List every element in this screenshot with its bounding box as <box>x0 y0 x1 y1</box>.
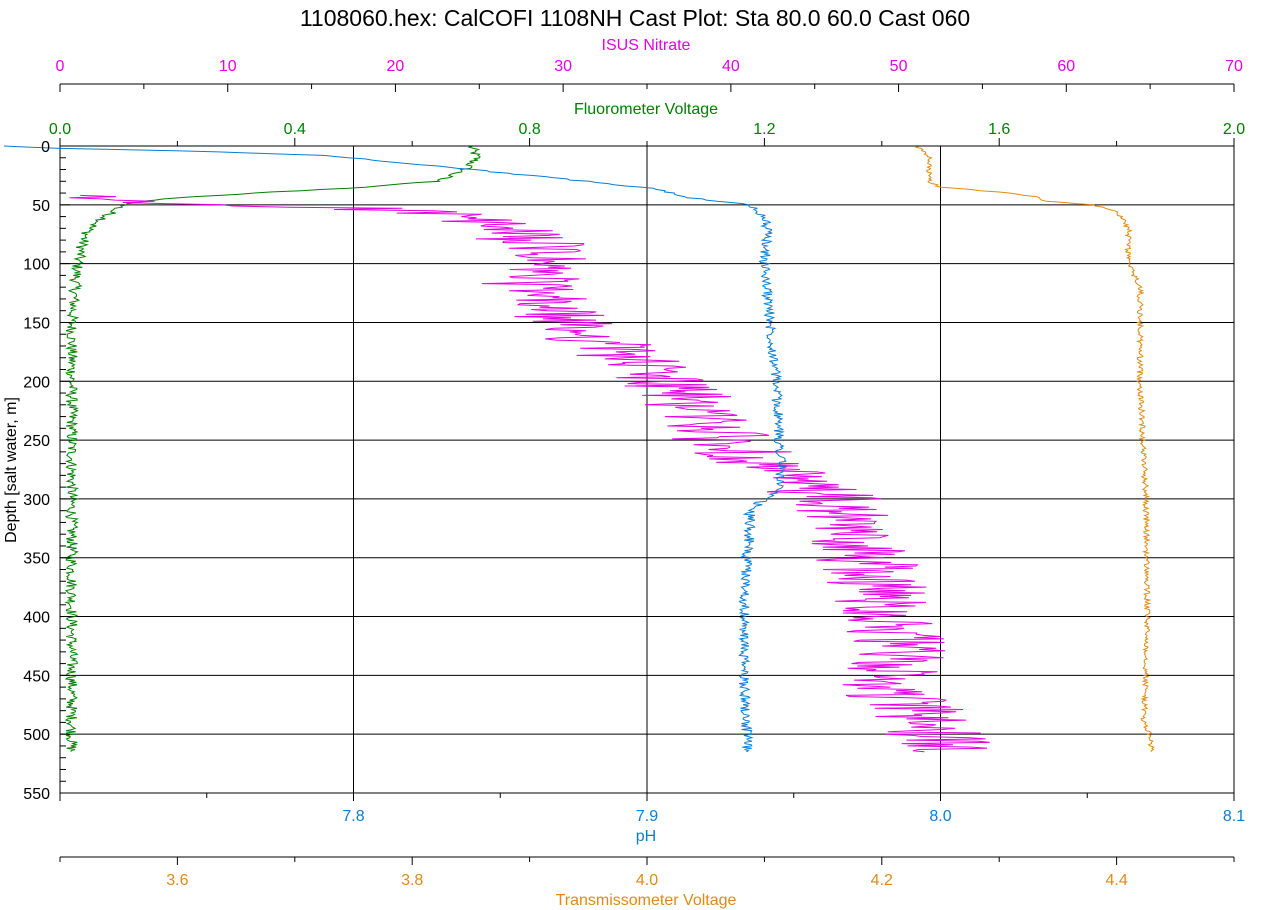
depth-tick-label: 150 <box>23 315 50 332</box>
nitrate-tick-label: 10 <box>219 58 237 75</box>
series-layer <box>3 145 1155 753</box>
depth-tick-label: 350 <box>23 551 50 568</box>
trans-tick-label: 3.6 <box>166 872 188 889</box>
transmissometer-axis: 3.6 3.8 4.0 4.2 4.4 <box>59 856 1235 889</box>
trans-tick-label: 4.0 <box>636 872 658 889</box>
depth-axis-label: Depth [salt water, m] <box>3 397 20 543</box>
nitrate-tick-label: 40 <box>722 58 740 75</box>
fluorometer-axis-label: Fluorometer Voltage <box>574 101 718 118</box>
depth-tick-label: 400 <box>23 610 50 627</box>
depth-tick-label: 500 <box>23 727 50 744</box>
ph-axis-label: pH <box>636 828 656 845</box>
nitrate-axis: 0 10 20 30 40 50 60 70 <box>56 58 1243 92</box>
depth-tick-label: 550 <box>23 786 50 803</box>
depth-tick-label: 100 <box>23 257 50 274</box>
fluorometer-axis: 0.0 0.4 0.8 1.2 1.6 2.0 <box>49 121 1245 147</box>
nitrate-tick-label: 50 <box>890 58 908 75</box>
nitrate-axis-label: ISUS Nitrate <box>602 37 691 54</box>
nitrate-tick-label: 70 <box>1225 58 1243 75</box>
series-trans-line <box>914 145 1155 752</box>
ph-tick-label: 8.0 <box>929 808 951 825</box>
fluor-tick-label: 0.8 <box>518 121 540 138</box>
depth-tick-label: 250 <box>23 433 50 450</box>
depth-axis: 0 50 100 150 200 250 300 350 400 450 500 550 <box>23 139 70 803</box>
ph-tick-label: 7.8 <box>342 808 364 825</box>
trans-tick-label: 4.2 <box>871 872 893 889</box>
nitrate-tick-label: 60 <box>1057 58 1075 75</box>
trans-tick-label: 4.4 <box>1105 872 1127 889</box>
depth-tick-label: 50 <box>32 198 50 215</box>
series-fluor-line <box>64 145 481 752</box>
fluor-tick-label: 1.6 <box>988 121 1010 138</box>
ph-tick-label: 8.1 <box>1223 808 1245 825</box>
depth-tick-label: 200 <box>23 374 50 391</box>
trans-tick-label: 3.8 <box>401 872 423 889</box>
fluor-tick-label: 2.0 <box>1223 121 1245 138</box>
depth-tick-label: 0 <box>41 139 50 156</box>
nitrate-tick-label: 30 <box>554 58 572 75</box>
series-ph-line <box>3 145 787 753</box>
fluor-tick-label: 0.4 <box>284 121 306 138</box>
ph-axis: 7.8 7.9 8.0 8.1 <box>59 793 1245 825</box>
chart-title: 1108060.hex: CalCOFI 1108NH Cast Plot: S… <box>300 5 970 31</box>
nitrate-tick-label: 0 <box>56 58 65 75</box>
series-nitrate-line <box>69 194 990 753</box>
ph-tick-label: 7.9 <box>636 808 658 825</box>
fluor-tick-label: 1.2 <box>753 121 775 138</box>
grid-lines <box>60 145 1235 794</box>
depth-tick-label: 300 <box>23 492 50 509</box>
nitrate-tick-label: 20 <box>387 58 405 75</box>
transmissometer-axis-label: Transmissometer Voltage <box>556 892 737 909</box>
depth-tick-label: 450 <box>23 668 50 685</box>
fluor-tick-label: 0.0 <box>49 121 71 138</box>
